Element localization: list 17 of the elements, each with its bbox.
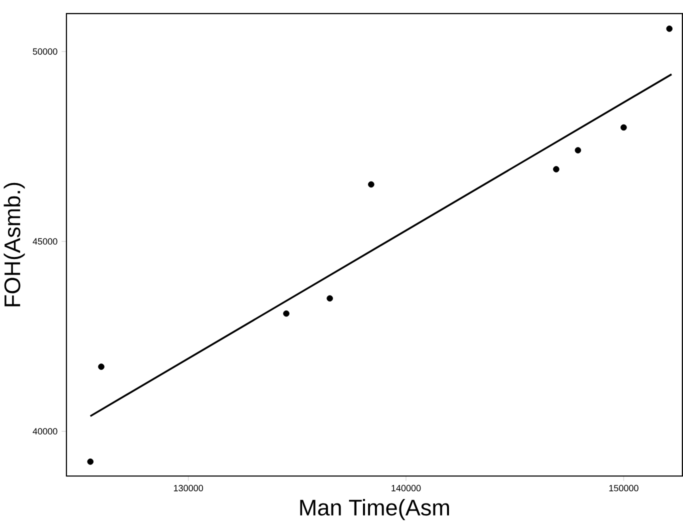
- point: [553, 166, 560, 172]
- x-axis-title: Man Time(Asm: [300, 499, 449, 520]
- x-tick-label: 150000: [609, 484, 638, 492]
- point: [283, 310, 290, 317]
- y-tick-label: 45000: [32, 238, 58, 245]
- point: [666, 26, 673, 32]
- y-tick-label: 40000: [32, 428, 58, 435]
- point: [620, 124, 627, 131]
- y-tick-label: 50000: [32, 48, 58, 55]
- point: [98, 364, 104, 370]
- point: [574, 147, 582, 154]
- x-tick-label: 130000: [174, 484, 204, 492]
- point: [87, 458, 94, 465]
- y-axis-title: FOH(Asmb.): [4, 182, 25, 306]
- x-tick-label: 140000: [392, 484, 421, 492]
- point: [326, 295, 333, 302]
- point: [368, 181, 374, 188]
